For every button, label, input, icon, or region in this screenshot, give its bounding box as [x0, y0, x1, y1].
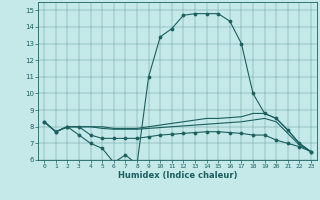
X-axis label: Humidex (Indice chaleur): Humidex (Indice chaleur): [118, 171, 237, 180]
